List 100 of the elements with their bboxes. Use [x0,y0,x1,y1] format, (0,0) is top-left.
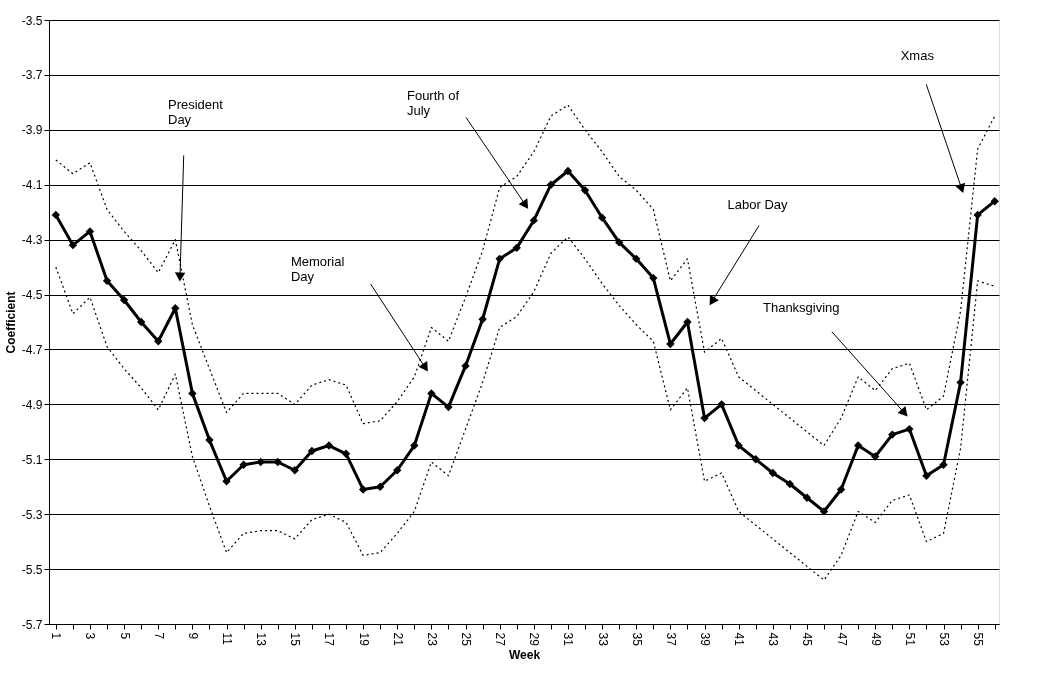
y-tick-label: -4.3 [21,233,43,248]
annotation: Fourth of July [406,88,460,119]
point [478,315,487,324]
x-tick-label: 47 [834,632,849,647]
point [836,485,846,494]
point [137,317,146,327]
x-tick-label: 17 [322,632,337,647]
point [239,460,248,469]
y-tick-label: -3.7 [21,68,43,83]
x-tick-label: 25 [459,632,474,647]
x-tick-label: 51 [902,632,917,647]
point [512,243,521,253]
point [614,238,624,247]
point [495,254,504,264]
point [393,466,402,475]
point [444,402,453,412]
y-tick-label: -3.5 [21,13,43,28]
point [358,485,368,494]
x-tick-label: 11 [220,632,235,646]
point [597,213,607,222]
point [871,452,880,461]
point [751,455,760,464]
x-tick-label: 5 [117,632,132,640]
x-tick-label: 37 [663,632,678,647]
point [102,276,112,285]
x-tick-label: 1 [49,632,64,640]
y-tick-label: -5.7 [21,617,43,632]
point [853,441,863,450]
point [717,400,726,409]
point [119,295,129,305]
x-tick-label: 45 [800,632,815,647]
x-tick-label: 19 [356,632,371,647]
point [154,337,163,346]
x-tick-label: 55 [971,632,986,647]
point [939,460,948,469]
x-tick-label: 27 [493,632,508,647]
y-tick-label: -4.9 [21,397,43,412]
x-tick-label: 7 [151,632,166,640]
point [666,339,675,349]
point [768,468,777,478]
point [529,216,538,225]
x-tick-label: 31 [561,632,576,647]
point [461,361,470,371]
point [819,507,829,516]
y-tick-label: -4.5 [21,288,43,303]
x-tick-label: 41 [732,632,747,647]
point [410,441,419,450]
point [290,466,300,475]
point [256,457,265,467]
x-tick-label: 53 [937,632,952,647]
point [51,210,61,220]
x-tick-label: 33 [595,632,610,647]
x-tick-label: 43 [766,632,781,647]
x-tick-label: 21 [390,632,405,647]
point [341,449,351,458]
y-tick-label: -5.1 [21,452,43,467]
y-tick-label: -3.9 [21,123,43,138]
point [427,389,436,398]
point [905,424,914,434]
y-tick-label: -4.1 [21,178,43,193]
annotation: Memorial Day [290,253,345,284]
x-tick-label: 29 [527,632,542,647]
point [580,186,590,195]
y-tick-label: -5.5 [21,562,43,577]
point [734,441,743,450]
x-tick-label: 15 [288,632,303,647]
point [990,197,999,206]
point [802,493,812,502]
y-tick-label: -5.3 [21,507,43,522]
point [188,389,197,398]
y-axis-title: Coefficient [3,291,18,354]
point [973,210,982,220]
point [700,413,709,423]
point [222,477,231,486]
annotation: Thanksgiving [762,299,840,315]
x-tick-label: 49 [868,632,883,647]
point [649,273,658,283]
x-tick-label: 35 [629,632,644,647]
annotation: Xmas [900,48,935,64]
y-tick-label: -4.7 [21,342,43,357]
x-tick-label: 39 [698,632,713,647]
x-tick-label: 9 [185,632,200,640]
point [563,166,573,176]
x-axis-title: Week [508,647,541,662]
point [324,441,334,450]
point [632,254,641,264]
point [888,430,897,439]
point [785,479,795,489]
x-tick-label: 13 [254,632,269,647]
point [546,180,556,189]
annotation: Labor Day [727,197,789,213]
point [205,435,214,445]
x-tick-label: 23 [424,632,439,647]
point [85,227,95,236]
point [922,471,931,480]
point [375,482,385,491]
point [68,240,78,250]
x-tick-label: 3 [83,632,98,640]
point [273,457,282,467]
point [956,378,965,387]
